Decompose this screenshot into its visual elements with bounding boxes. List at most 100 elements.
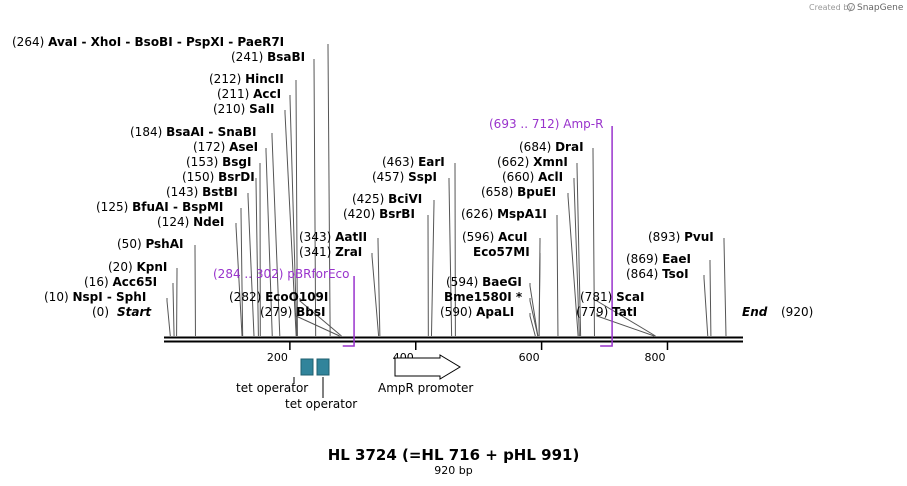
enzyme-name: - XhoI — [77, 35, 121, 49]
feature-tet-operator[interactable]: tet operator — [285, 358, 357, 411]
enzyme-site[interactable]: (172) AseI — [193, 140, 258, 154]
enzyme-name: NspI — [72, 290, 102, 304]
enzyme-site[interactable]: (864) TsoI — [626, 267, 689, 281]
enzyme-name: MspA1I — [497, 207, 547, 221]
enzyme-label: (626) MspA1I — [461, 207, 547, 221]
enzyme-site[interactable]: (343) AatII — [299, 230, 367, 244]
site-lead-line — [703, 275, 709, 337]
enzyme-name: AclI — [538, 170, 563, 184]
enzyme-site[interactable]: (626) MspA1I — [461, 207, 547, 221]
enzyme-label: (50) PshAI — [117, 237, 183, 251]
ruler-tick-label: 200 — [267, 351, 288, 364]
feature-ampr-promoter[interactable]: AmpR promoter — [378, 354, 473, 395]
enzyme-site[interactable]: (869) EaeI — [626, 252, 691, 266]
enzyme-name: BaeGI — [482, 275, 522, 289]
enzyme-site[interactable]: (153) BsgI — [186, 155, 251, 169]
enzyme-site[interactable]: (660) AclI — [502, 170, 563, 184]
enzyme-site[interactable]: (420) BsrBI — [343, 207, 415, 221]
enzyme-label: (781) ScaI — [580, 290, 644, 304]
enzyme-site[interactable]: (457) SspI — [372, 170, 437, 184]
enzyme-site[interactable]: (463) EarI — [382, 155, 445, 169]
enzyme-site[interactable]: (425) BciVI — [352, 192, 422, 206]
enzyme-position: (150) — [182, 170, 218, 184]
end-label: End (920) — [742, 305, 813, 319]
enzyme-position: (264) — [12, 35, 48, 49]
enzyme-site[interactable]: (16) Acc65I — [84, 275, 157, 289]
site-lead-line — [377, 238, 381, 337]
enzyme-site[interactable]: (684) DraI — [519, 140, 584, 154]
enzyme-site[interactable]: (341) ZraI — [299, 245, 362, 259]
enzyme-site[interactable]: (893) PvuI — [648, 230, 714, 244]
enzyme-position: (425) — [352, 192, 388, 206]
enzyme-site[interactable]: (279) BbsI — [260, 305, 325, 319]
site-lead-line — [295, 313, 340, 337]
enzyme-position: (893) — [648, 230, 684, 244]
enzyme-site[interactable]: (596) AcuI — [462, 230, 528, 244]
enzyme-label: (869) EaeI — [626, 252, 691, 266]
start-pos: (0) — [92, 305, 109, 319]
site-lead-line — [284, 110, 297, 337]
enzyme-site[interactable]: (20) KpnI — [108, 260, 167, 274]
site-lead-line — [556, 215, 559, 337]
enzyme-label: (16) Acc65I — [84, 275, 157, 289]
enzyme-site[interactable]: (50) PshAI — [117, 237, 183, 251]
enzyme-site[interactable]: (124) NdeI — [157, 215, 224, 229]
enzyme-site[interactable]: (211) AccI — [217, 87, 281, 101]
enzyme-site[interactable]: (282) EcoO109I — [229, 290, 328, 304]
enzyme-label: (264) AvaI - XhoI - BsoBI - PspXI - PaeR… — [12, 35, 284, 49]
enzyme-name: SspI — [408, 170, 437, 184]
enzyme-name: BbsI — [296, 305, 325, 319]
enzyme-label: (779) TatI — [576, 305, 637, 319]
enzyme-label: (279) BbsI — [260, 305, 325, 319]
enzyme-position: (662) — [497, 155, 533, 169]
enzyme-position: (279) — [260, 305, 296, 319]
feature-box — [316, 358, 330, 376]
enzyme-name: SalI — [249, 102, 274, 116]
enzyme-site[interactable]: (150) BsrDI — [182, 170, 255, 184]
enzyme-site[interactable]: (241) BsaBI — [231, 50, 305, 64]
enzyme-label: (420) BsrBI — [343, 207, 415, 221]
enzyme-site[interactable]: (594) BaeGI — [446, 275, 522, 289]
enzyme-label: (10) NspI - SphI — [44, 290, 146, 304]
enzyme-site[interactable]: (184) BsaAI - SnaBI — [130, 125, 256, 139]
enzyme-name: AcuI — [498, 230, 527, 244]
enzyme-name: KpnI — [136, 260, 167, 274]
primer-Amp-R[interactable]: (693 .. 712) Amp-R — [489, 117, 613, 347]
feature-label: tet operator — [285, 397, 357, 411]
enzyme-site[interactable]: Eco57MI — [473, 245, 530, 259]
primer-bracket — [342, 276, 355, 347]
enzyme-site[interactable]: (10) NspI - SphI — [44, 290, 146, 304]
enzyme-name: - BsoBI — [121, 35, 172, 49]
enzyme-position: (50) — [117, 237, 145, 251]
enzyme-position: (463) — [382, 155, 418, 169]
enzyme-name: BsrBI — [379, 207, 415, 221]
enzyme-site[interactable]: (125) BfuAI - BspMI — [96, 200, 223, 214]
enzyme-name: DraI — [555, 140, 583, 154]
primer-name: pBRforEco — [287, 267, 349, 281]
enzyme-label: (596) AcuI — [462, 230, 528, 244]
site-lead-line — [327, 44, 331, 337]
enzyme-site[interactable]: (590) ApaLI — [440, 305, 514, 319]
enzyme-position: (16) — [84, 275, 112, 289]
feature-tet-operator[interactable]: tet operator — [236, 358, 314, 395]
enzyme-position: (457) — [372, 170, 408, 184]
enzyme-site[interactable]: (264) AvaI - XhoI - BsoBI - PspXI - PaeR… — [12, 35, 284, 49]
enzyme-site[interactable]: (781) ScaI — [580, 290, 644, 304]
primer-label: (284 .. 302) pBRforEco — [213, 267, 349, 281]
enzyme-site[interactable]: (210) SalI — [213, 102, 274, 116]
enzyme-label: (658) BpuEI — [481, 185, 556, 199]
enzyme-site[interactable]: (779) TatI — [576, 305, 637, 319]
enzyme-site[interactable]: (143) BstBI — [166, 185, 238, 199]
enzyme-name: ScaI — [616, 290, 644, 304]
enzyme-site[interactable]: (658) BpuEI — [481, 185, 556, 199]
enzyme-site[interactable]: (212) HincII — [209, 72, 284, 86]
site-lead-line — [247, 193, 255, 337]
enzyme-site[interactable]: Bme1580I * — [444, 290, 523, 304]
enzyme-name: BsgI — [222, 155, 251, 169]
credit-brand: SnapGene — [857, 3, 904, 13]
enzyme-site[interactable]: (662) XmnI — [497, 155, 568, 169]
site-lead-line — [576, 163, 582, 337]
site-lead-line — [592, 148, 595, 337]
primer-pBRforEco[interactable]: (284 .. 302) pBRforEco — [213, 267, 355, 347]
enzyme-position: (124) — [157, 215, 193, 229]
